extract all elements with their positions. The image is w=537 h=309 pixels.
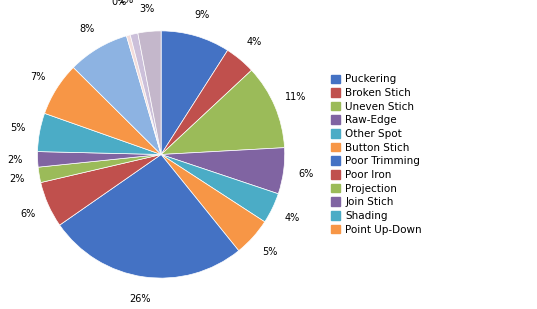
Wedge shape: [138, 31, 161, 154]
Wedge shape: [38, 154, 161, 183]
Text: 4%: 4%: [285, 213, 300, 223]
Wedge shape: [161, 148, 285, 194]
Text: 8%: 8%: [79, 24, 94, 34]
Text: 3%: 3%: [140, 4, 155, 14]
Text: 6%: 6%: [298, 169, 313, 179]
Wedge shape: [38, 113, 161, 154]
Wedge shape: [161, 154, 278, 222]
Wedge shape: [74, 36, 161, 154]
Text: 5%: 5%: [262, 247, 277, 257]
Wedge shape: [130, 33, 161, 154]
Wedge shape: [126, 35, 161, 154]
Wedge shape: [60, 154, 239, 278]
Text: 7%: 7%: [30, 72, 45, 82]
Wedge shape: [161, 50, 251, 154]
Wedge shape: [161, 70, 285, 154]
Wedge shape: [161, 154, 265, 251]
Text: 2%: 2%: [8, 155, 23, 165]
Text: 2%: 2%: [10, 174, 25, 184]
Wedge shape: [38, 152, 161, 167]
Text: 11%: 11%: [285, 92, 306, 102]
Text: 9%: 9%: [194, 10, 209, 19]
Text: 1%: 1%: [119, 0, 134, 5]
Wedge shape: [41, 154, 161, 225]
Legend: Puckering, Broken Stich, Uneven Stich, Raw-Edge, Other Spot, Button Stich, Poor : Puckering, Broken Stich, Uneven Stich, R…: [328, 71, 425, 238]
Text: 5%: 5%: [10, 123, 25, 133]
Wedge shape: [161, 31, 228, 154]
Text: 4%: 4%: [247, 37, 262, 48]
Wedge shape: [45, 67, 161, 154]
Text: 26%: 26%: [130, 294, 151, 304]
Text: 0%: 0%: [112, 0, 127, 7]
Text: 6%: 6%: [20, 209, 35, 219]
